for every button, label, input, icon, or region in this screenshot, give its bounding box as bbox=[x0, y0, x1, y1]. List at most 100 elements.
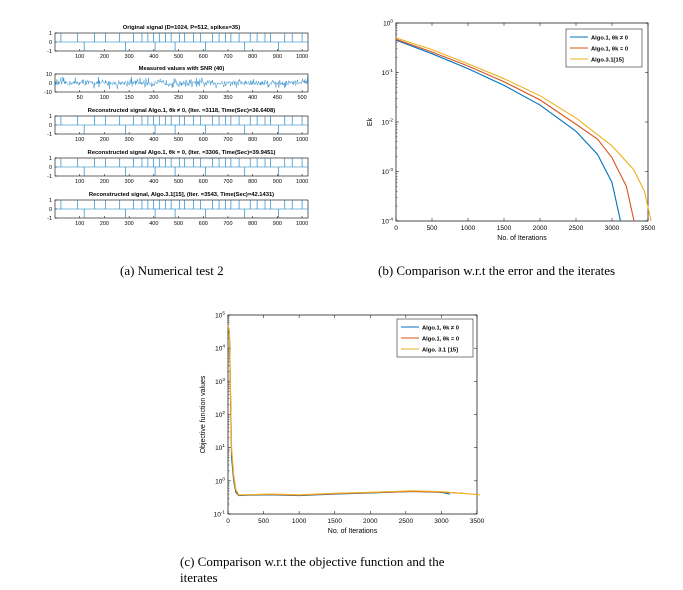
x-tick-label: 900 bbox=[273, 221, 282, 227]
x-tick-label: 500 bbox=[174, 221, 183, 227]
x-tick-label: 600 bbox=[199, 54, 208, 60]
x-tick-label: 200 bbox=[149, 95, 158, 101]
y-tick-label: 100 bbox=[383, 19, 393, 28]
x-tick-label: 250 bbox=[174, 95, 183, 101]
x-tick-label: 700 bbox=[223, 179, 232, 185]
legend-label: Algo.1, θk = 0 bbox=[591, 47, 628, 53]
subplot-title: Reconstructed signal, Algo.3.1[15], (Ite… bbox=[89, 192, 274, 198]
x-tick-label: 100 bbox=[75, 179, 84, 185]
x-tick-label: 200 bbox=[100, 179, 109, 185]
y-tick-label: 100 bbox=[215, 476, 225, 485]
y-tick-label: 10 bbox=[46, 72, 52, 78]
caption-b: (b) Comparison w.r.t the error and the i… bbox=[378, 263, 616, 278]
x-tick-label: 1500 bbox=[327, 518, 342, 525]
y-tick-label: -1 bbox=[47, 174, 52, 180]
x-tick-label: 1000 bbox=[461, 225, 476, 232]
legend-label: Algo.1, θk = 0 bbox=[422, 337, 459, 343]
x-tick-label: 2500 bbox=[569, 225, 584, 232]
series-line bbox=[227, 324, 481, 496]
y-tick-label: 0 bbox=[49, 40, 52, 46]
x-tick-label: 100 bbox=[75, 221, 84, 227]
y-tick-label: 1 bbox=[49, 31, 52, 37]
legend-label: Algo. 3.1 [15] bbox=[422, 348, 458, 354]
x-tick-label: 2000 bbox=[533, 225, 548, 232]
x-tick-label: 900 bbox=[273, 54, 282, 60]
y-axis-label: Objective function values bbox=[200, 375, 207, 453]
subplot-title: Measured values with SNR (40) bbox=[139, 66, 225, 72]
x-tick-label: 600 bbox=[199, 179, 208, 185]
y-axis-label: Ek bbox=[367, 117, 374, 126]
series-line bbox=[395, 38, 635, 222]
y-tick-label: 1 bbox=[49, 156, 52, 162]
x-tick-label: 700 bbox=[223, 54, 232, 60]
x-tick-label: 1000 bbox=[296, 54, 308, 60]
x-axis-label: No. of Iterations bbox=[328, 528, 378, 535]
x-tick-label: 800 bbox=[248, 179, 257, 185]
x-tick-label: 350 bbox=[223, 95, 232, 101]
subplot-title: Reconstructed signal Algo.1, θk ≠ 0, (It… bbox=[88, 108, 275, 114]
x-tick-label: 700 bbox=[223, 137, 232, 143]
x-tick-label: 1000 bbox=[296, 137, 308, 143]
y-tick-label: 1 bbox=[49, 198, 52, 204]
x-tick-label: 900 bbox=[273, 179, 282, 185]
x-tick-label: 100 bbox=[75, 54, 84, 60]
y-tick-label: 104 bbox=[215, 344, 225, 353]
legend-label: Algo.1, θk ≠ 0 bbox=[591, 36, 628, 42]
x-tick-label: 1000 bbox=[292, 518, 307, 525]
x-tick-label: 800 bbox=[248, 54, 257, 60]
x-tick-label: 500 bbox=[297, 95, 306, 101]
caption-c-line1: (c) Comparison w.r.t the objective funct… bbox=[180, 554, 445, 569]
x-tick-label: 1000 bbox=[296, 179, 308, 185]
y-tick-label: 0 bbox=[49, 81, 52, 87]
x-tick-label: 500 bbox=[427, 225, 438, 232]
x-tick-label: 400 bbox=[149, 179, 158, 185]
x-tick-label: 500 bbox=[174, 54, 183, 60]
x-tick-label: 100 bbox=[75, 137, 84, 143]
x-tick-label: 400 bbox=[149, 137, 158, 143]
x-tick-label: 3500 bbox=[641, 225, 656, 232]
x-tick-label: 300 bbox=[125, 221, 134, 227]
x-tick-label: 400 bbox=[149, 221, 158, 227]
x-tick-label: 700 bbox=[223, 221, 232, 227]
x-tick-label: 300 bbox=[125, 137, 134, 143]
x-tick-label: 500 bbox=[258, 518, 269, 525]
x-tick-label: 900 bbox=[273, 137, 282, 143]
y-tick-label: 10-1 bbox=[382, 68, 394, 77]
y-tick-label: -10 bbox=[44, 90, 52, 96]
x-tick-label: 3000 bbox=[605, 225, 620, 232]
y-tick-label: 10-4 bbox=[382, 217, 394, 226]
y-tick-label: -1 bbox=[47, 49, 52, 55]
legend-label: Algo.1, θk ≠ 0 bbox=[422, 326, 459, 332]
x-tick-label: 300 bbox=[125, 179, 134, 185]
x-tick-label: 200 bbox=[100, 221, 109, 227]
x-tick-label: 1500 bbox=[497, 225, 512, 232]
x-tick-label: 800 bbox=[248, 221, 257, 227]
legend-label: Algo.3.1[15] bbox=[591, 58, 624, 64]
subplot-title: Reconstructed signal Algo.1, θk = 0, (It… bbox=[88, 150, 276, 156]
y-tick-label: 105 bbox=[215, 311, 225, 320]
x-tick-label: 800 bbox=[248, 137, 257, 143]
x-tick-label: 600 bbox=[199, 137, 208, 143]
series-line bbox=[395, 39, 622, 222]
x-tick-label: 200 bbox=[100, 137, 109, 143]
x-tick-label: 3500 bbox=[470, 518, 485, 525]
x-tick-label: 3000 bbox=[434, 518, 449, 525]
y-tick-label: 101 bbox=[215, 443, 225, 452]
y-tick-label: 10-3 bbox=[382, 167, 394, 176]
caption-c-line2: iterates bbox=[180, 570, 218, 585]
x-tick-label: 1000 bbox=[296, 221, 308, 227]
y-tick-label: 1 bbox=[49, 114, 52, 120]
x-tick-label: 600 bbox=[199, 221, 208, 227]
x-tick-label: 500 bbox=[174, 137, 183, 143]
y-tick-label: -1 bbox=[47, 132, 52, 138]
x-tick-label: 150 bbox=[125, 95, 134, 101]
y-tick-label: 10-2 bbox=[382, 118, 394, 127]
y-tick-label: 0 bbox=[49, 123, 52, 129]
y-tick-label: 0 bbox=[49, 207, 52, 213]
x-axis-label: No. of Iterations bbox=[497, 235, 547, 242]
subplot-title: Original signal (D=1024, P=512, spikes=3… bbox=[123, 25, 241, 31]
x-tick-label: 100 bbox=[100, 95, 109, 101]
x-tick-label: 0 bbox=[394, 225, 398, 232]
x-tick-label: 450 bbox=[273, 95, 282, 101]
